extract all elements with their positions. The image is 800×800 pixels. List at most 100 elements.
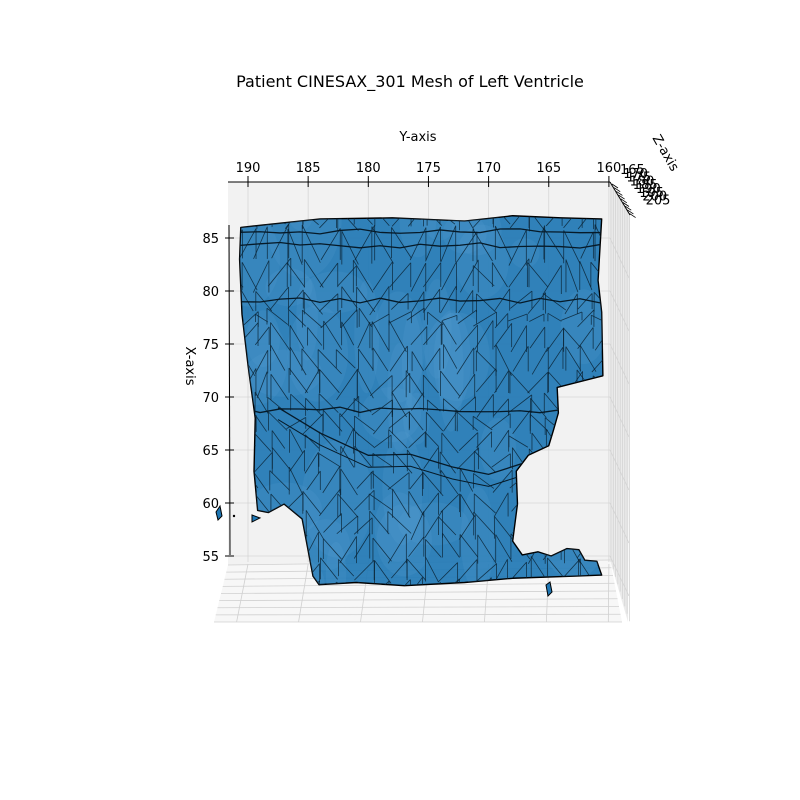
mesh-edge — [424, 432, 440, 447]
z-axis-line — [609, 181, 631, 216]
mesh-edge — [338, 559, 355, 577]
mesh-edge — [267, 257, 292, 287]
z-tick — [611, 183, 619, 189]
z-tick-label: 165 — [620, 163, 645, 178]
mesh-shade — [480, 418, 517, 481]
mesh-ring — [239, 241, 603, 249]
mesh-edge — [290, 393, 308, 411]
y-tick-label: 190 — [236, 161, 261, 176]
mesh-edge — [289, 346, 307, 376]
mesh-edge — [594, 224, 603, 262]
mesh-edge — [317, 349, 342, 375]
mesh-edge — [473, 511, 496, 536]
mesh-edge — [408, 411, 424, 431]
z-tick-label: 205 — [646, 193, 671, 208]
mesh-fragment — [232, 514, 236, 518]
mesh-surface — [238, 215, 604, 587]
mesh-edge — [408, 431, 427, 449]
mesh-edge — [458, 373, 476, 399]
mesh-edge — [319, 369, 340, 394]
mesh-edge — [425, 556, 439, 582]
mesh-ring — [239, 406, 603, 414]
mesh-edge — [459, 396, 476, 412]
mesh-shade — [239, 215, 280, 307]
z-tick-label: 200 — [642, 190, 667, 205]
mesh-edge — [542, 265, 562, 295]
mesh-edge — [473, 311, 497, 327]
floor-grid-line — [217, 606, 620, 609]
mesh-edge — [460, 493, 475, 518]
mesh-edge — [318, 453, 341, 468]
y-tick-label: 175 — [416, 161, 441, 176]
mesh-edge — [269, 470, 290, 491]
mesh-edge — [355, 431, 375, 448]
mesh-edge — [424, 348, 441, 371]
mesh-edge — [368, 493, 393, 511]
mesh-edge — [406, 307, 425, 321]
mesh-edge — [305, 397, 323, 417]
mesh-edge — [531, 432, 545, 451]
mesh-shade — [325, 541, 347, 586]
mesh-edge — [353, 533, 371, 559]
mesh-edge — [508, 435, 529, 448]
mesh-edge — [492, 215, 511, 225]
mesh-edge — [421, 471, 444, 497]
mesh-edge — [254, 350, 269, 374]
mesh-edge — [318, 293, 339, 312]
mesh-edge — [494, 313, 509, 329]
mesh-shade — [560, 289, 603, 365]
mesh-edge — [337, 215, 359, 231]
mesh-edge — [526, 262, 549, 288]
mesh-edge — [387, 511, 412, 534]
mesh-edge — [388, 320, 407, 353]
mesh-edge — [529, 215, 546, 232]
y-axis-label: Y-axis — [398, 130, 436, 145]
z-tick — [618, 194, 625, 200]
mesh-edge — [302, 491, 322, 515]
mesh-edge — [353, 398, 372, 413]
mesh-edge — [371, 321, 389, 351]
mesh-edge — [527, 292, 546, 314]
mesh-edge — [370, 471, 392, 490]
floor-grid-line — [215, 613, 621, 616]
mesh-edge — [301, 309, 323, 328]
z-tick — [616, 191, 623, 196]
mesh-edge — [529, 326, 546, 349]
mesh-edge — [369, 510, 390, 535]
mesh-edge — [491, 453, 511, 468]
mesh-edge — [439, 578, 460, 586]
mesh-edge — [548, 346, 564, 370]
mesh-edge — [270, 344, 286, 371]
mesh-edge — [472, 229, 493, 262]
mesh-edge — [393, 579, 411, 586]
mesh-edge — [319, 215, 337, 229]
mesh-edge — [472, 415, 493, 431]
tick-labels: 190 185 180 175 170 165 1608580757065605516517… — [202, 161, 670, 565]
mesh-edge — [473, 450, 497, 473]
mesh-edge — [389, 345, 408, 372]
mesh-edge — [437, 562, 459, 583]
mesh-edge — [443, 344, 458, 369]
mesh-edge — [477, 534, 497, 564]
mesh-edge — [341, 286, 358, 309]
mesh-edge — [542, 293, 567, 311]
x-tick-label: 60 — [202, 497, 219, 512]
mesh-edge — [560, 311, 583, 321]
chart-title: Patient CINESAX_301 Mesh of Left Ventric… — [236, 72, 584, 91]
mesh-edge — [372, 537, 392, 562]
z-tick — [627, 209, 634, 215]
mesh-edge — [423, 323, 442, 346]
mesh-edge — [341, 321, 355, 346]
mesh-shade — [301, 440, 374, 558]
mesh-edge — [374, 580, 390, 586]
mesh-edge — [374, 560, 392, 584]
mesh-edge — [421, 492, 439, 515]
mesh-edge — [286, 262, 306, 288]
mesh-edge — [442, 398, 459, 412]
floor-grid-line — [607, 563, 610, 623]
mesh-edge — [577, 215, 594, 230]
mesh-edge — [438, 516, 457, 536]
mesh-edge — [491, 262, 508, 288]
mesh-edge — [527, 371, 549, 394]
mesh-edge — [547, 312, 562, 322]
